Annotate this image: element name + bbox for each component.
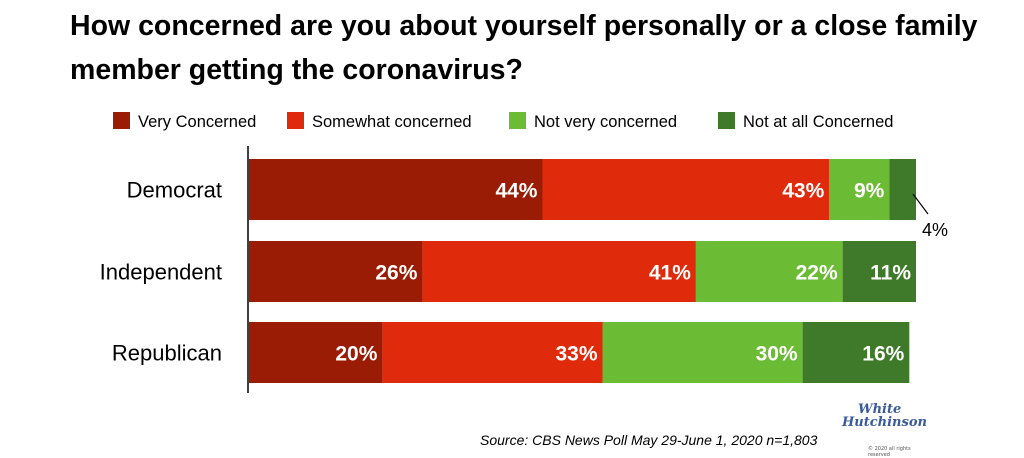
data-label-republican-not-very-concerned: 30% <box>756 343 798 366</box>
legend-label: Not at all Concerned <box>743 113 893 131</box>
data-label-democrat-not-at-all-concerned: 4% <box>922 220 948 240</box>
legend-item-very-concerned: Very Concerned <box>113 112 256 131</box>
data-label-democrat-very-concerned: 44% <box>495 180 537 203</box>
legend-swatch <box>509 112 526 129</box>
bar-republican-somewhat-concerned <box>382 322 603 383</box>
category-label-republican: Republican <box>112 341 222 366</box>
data-label-democrat-not-very-concerned: 9% <box>854 180 885 203</box>
bar-republican-not-very-concerned <box>602 322 803 383</box>
data-label-democrat-somewhat-concerned: 43% <box>782 180 824 203</box>
category-label-independent: Independent <box>100 260 222 285</box>
legend-item-not-very-concerned: Not very concerned <box>509 112 677 131</box>
bar-independent-not-very-concerned <box>695 241 843 302</box>
legend: Very Concerned Somewhat concerned Not very… <box>113 112 893 131</box>
legend-label: Somewhat concerned <box>312 113 472 131</box>
bar-republican-not-at-all-concerned <box>802 322 910 383</box>
white-hutchinson-logo: White Hutchinson © 2020 all rights reser… <box>838 402 930 458</box>
data-label-independent-not-at-all-concerned: 11% <box>870 262 911 285</box>
bar-independent-somewhat-concerned <box>422 241 696 302</box>
legend-label: Not very concerned <box>534 113 677 131</box>
bar-independent-not-at-all-concerned <box>842 241 916 302</box>
bar-democrat-not-at-all-concerned <box>889 159 916 220</box>
chart-title: How concerned are you about yourself per… <box>70 10 978 86</box>
source-note: Source: CBS News Poll May 29-June 1, 202… <box>480 432 818 448</box>
category-label-democrat: Democrat <box>127 178 222 203</box>
legend-swatch <box>113 112 130 129</box>
bar-democrat-somewhat-concerned <box>542 159 830 220</box>
data-label-independent-not-very-concerned: 22% <box>796 262 838 285</box>
legend-item-somewhat-concerned: Somewhat concerned <box>287 112 472 131</box>
bars: Democrat 44% 43% 9% 4% Independent 26% 41% 22% 11… <box>100 159 948 383</box>
data-label-independent-somewhat-concerned: 41% <box>649 262 691 285</box>
data-label-republican-not-at-all-concerned: 16% <box>862 343 904 366</box>
callout-leader-line <box>912 193 929 215</box>
legend-swatch <box>287 112 304 129</box>
data-label-republican-very-concerned: 20% <box>335 343 377 366</box>
logo-tagline: © 2020 all rights reserved <box>868 446 911 458</box>
bar-republican-very-concerned <box>249 322 383 383</box>
bar-democrat-not-very-concerned <box>829 159 890 220</box>
bar-independent-very-concerned <box>249 241 423 302</box>
logo-line-1: White <box>858 402 902 417</box>
legend-swatch <box>718 112 735 129</box>
legend-label: Very Concerned <box>138 113 256 131</box>
logo-line-2: Hutchinson <box>842 415 927 430</box>
data-label-independent-very-concerned: 26% <box>375 262 417 285</box>
legend-item-not-at-all-concerned: Not at all Concerned <box>718 112 893 131</box>
data-label-republican-somewhat-concerned: 33% <box>555 343 597 366</box>
bar-democrat-very-concerned <box>249 159 543 220</box>
